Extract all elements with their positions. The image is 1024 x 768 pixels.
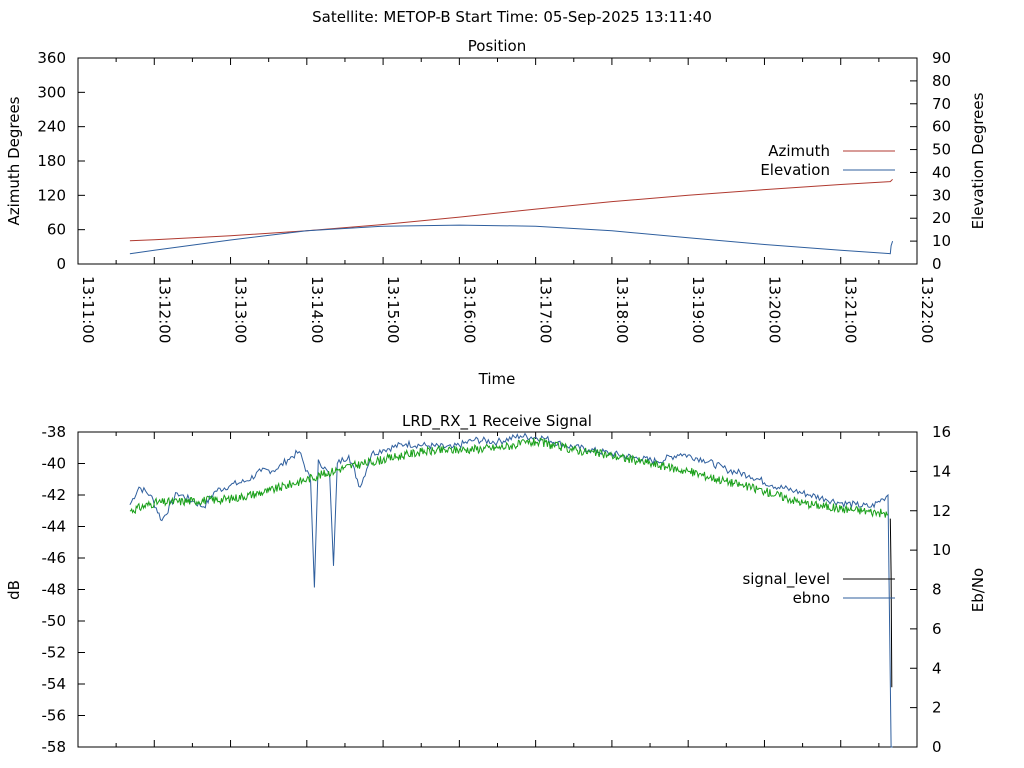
- y2-tick-label: 0: [932, 738, 942, 756]
- y-tick-label: -56: [42, 707, 67, 725]
- y2-tick-label: 14: [932, 462, 951, 480]
- y-tick-label: 300: [37, 83, 66, 101]
- position-chart: Position Azimuth Degrees Elevation Degre…: [5, 37, 987, 388]
- x-tick-label: 13:19:00: [689, 276, 707, 343]
- y-tick-label: -42: [42, 486, 67, 504]
- series-line-series-2: [129, 437, 889, 518]
- position-chart-title: Position: [468, 37, 526, 55]
- y2-tick-label: 90: [932, 49, 951, 67]
- x-tick-label: 13:15:00: [384, 276, 402, 343]
- y2-tick-label: 10: [932, 541, 951, 559]
- y2-tick-label: 30: [932, 186, 951, 204]
- series-line-Elevation: [129, 224, 894, 255]
- y-tick-label: 180: [37, 152, 66, 170]
- y2-tick-label: 4: [932, 659, 942, 677]
- receive-signal-chart: LRD_RX_1 Receive Signal dB Eb/No -58 -56 -…: [5, 412, 987, 756]
- x-tick-label: 13:20:00: [765, 276, 783, 343]
- azimuth-axis-label: Azimuth Degrees: [5, 96, 23, 225]
- y-tick-label: -52: [42, 644, 67, 662]
- page-title: Satellite: METOP-B Start Time: 05-Sep-20…: [312, 8, 712, 26]
- series-line-ebno: [129, 432, 893, 748]
- y-tick-label: -40: [42, 455, 67, 473]
- y-tick-label: -48: [42, 581, 67, 599]
- y-tick-label: -44: [42, 518, 67, 536]
- y2-tick-label: 60: [932, 118, 951, 136]
- y2-tick-label: 50: [932, 141, 951, 159]
- x-tick-label: 13:14:00: [308, 276, 326, 343]
- x-tick-label: 13:17:00: [537, 276, 555, 343]
- y-tick-label: 360: [37, 49, 66, 67]
- x-tick-label: 13:22:00: [918, 276, 936, 343]
- y2-tick-label: 10: [932, 232, 951, 250]
- y-tick-label: -38: [42, 423, 67, 441]
- x-tick-label: 13:13:00: [232, 276, 250, 343]
- elevation-axis-label: Elevation Degrees: [969, 92, 987, 229]
- series-line-signal-level: [889, 518, 893, 688]
- receive-signal-legend: signal_level ebno: [742, 570, 895, 607]
- x-tick-label: 13:12:00: [155, 276, 173, 343]
- receive-signal-chart-title: LRD_RX_1 Receive Signal: [402, 412, 592, 431]
- y-tick-label: -50: [42, 612, 67, 630]
- db-axis-label: dB: [5, 580, 23, 600]
- legend-signal-level-label: signal_level: [742, 570, 830, 589]
- y2-tick-label: 2: [932, 699, 942, 717]
- y2-tick-label: 16: [932, 423, 951, 441]
- receive-signal-plot-frame: [77, 431, 918, 748]
- x-tick-label: 13:18:00: [613, 276, 631, 343]
- y2-tick-label: 20: [932, 209, 951, 227]
- legend-azimuth-label: Azimuth: [768, 142, 830, 160]
- y-tick-label: -58: [42, 738, 67, 756]
- legend-elevation-label: Elevation: [760, 161, 830, 179]
- y2-tick-label: 40: [932, 163, 951, 181]
- y2-tick-label: 8: [932, 581, 942, 599]
- y2-tick-label: 80: [932, 72, 951, 90]
- ebno-axis-label: Eb/No: [969, 568, 987, 612]
- y-tick-label: 60: [47, 221, 66, 239]
- y-tick-label: 120: [37, 186, 66, 204]
- y2-tick-label: 0: [932, 255, 942, 273]
- x-tick-label: 13:11:00: [79, 276, 97, 343]
- y2-tick-label: 6: [932, 620, 942, 638]
- y-tick-label: -46: [42, 549, 67, 567]
- x-tick-label: 13:21:00: [842, 276, 860, 343]
- series-line-Azimuth: [129, 178, 893, 242]
- position-legend: Azimuth Elevation: [760, 142, 895, 179]
- y2-tick-label: 12: [932, 502, 951, 520]
- y-tick-label: 240: [37, 118, 66, 136]
- time-axis-label: Time: [478, 370, 516, 388]
- y-tick-label: -54: [42, 675, 67, 693]
- y-tick-label: 0: [56, 255, 66, 273]
- legend-ebno-label: ebno: [793, 589, 830, 607]
- y2-tick-label: 70: [932, 95, 951, 113]
- x-tick-label: 13:16:00: [460, 276, 478, 343]
